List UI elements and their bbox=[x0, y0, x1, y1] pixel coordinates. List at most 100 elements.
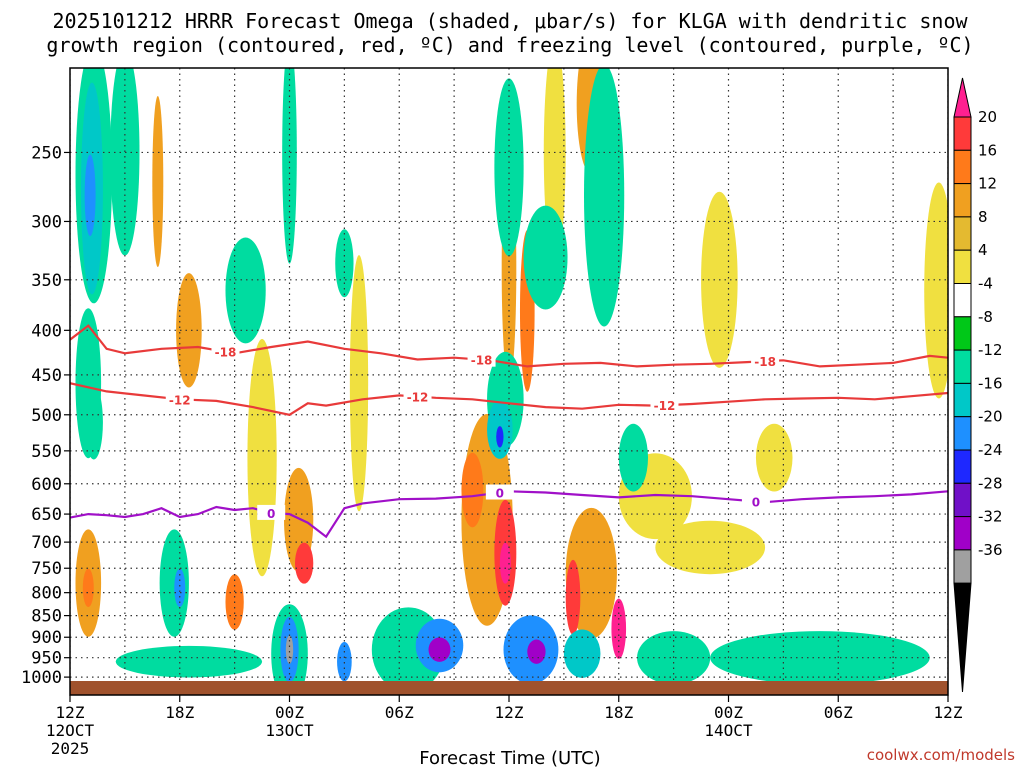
x-tick-year-label: 2025 bbox=[51, 739, 90, 758]
dgz-contour-label-bg bbox=[403, 388, 432, 404]
colorbar-label: 16 bbox=[978, 141, 997, 159]
omega-positive-cell bbox=[294, 542, 314, 584]
omega-negative-cell bbox=[428, 637, 451, 662]
dgz-contour-label-bg bbox=[751, 353, 780, 369]
omega-negative-cell bbox=[84, 385, 103, 460]
y-tick-label: 850 bbox=[31, 607, 62, 627]
freezing-level-contour-label-bg bbox=[485, 484, 514, 500]
colorbar-label: 8 bbox=[978, 208, 988, 226]
chart-title-line1: 2025101212 HRRR Forecast Omega (shaded, … bbox=[52, 9, 968, 33]
colorbar-segment bbox=[953, 416, 972, 451]
colorbar-segment bbox=[953, 149, 972, 185]
omega-positive-cell bbox=[176, 273, 202, 388]
credit-text: coolwx.com/models bbox=[867, 746, 1015, 764]
contour-lines: -18 -18 -18 -12 -12 -12 0 0 0 bbox=[70, 324, 948, 539]
omega-negative-cell bbox=[174, 568, 186, 608]
y-tick-label: 900 bbox=[31, 628, 62, 648]
y-tick-label: 600 bbox=[31, 475, 62, 495]
y-tick-label: 350 bbox=[31, 271, 62, 291]
colorbar-segment bbox=[953, 482, 972, 518]
colorbar-segment bbox=[953, 116, 972, 151]
colorbar-segment bbox=[953, 349, 972, 384]
dgz-contour-label: -12 bbox=[169, 393, 191, 407]
colorbar-label: -28 bbox=[978, 474, 1003, 492]
dgz-contour-label: -18 bbox=[754, 355, 776, 369]
colorbar-segment bbox=[953, 283, 972, 318]
colorbar-label: -36 bbox=[978, 541, 1003, 559]
x-tick-date-label: 12OCT bbox=[46, 721, 95, 740]
dgz-contour-label: -18 bbox=[215, 346, 237, 360]
omega-negative-cell bbox=[84, 154, 96, 237]
grid-lines bbox=[70, 68, 948, 682]
omega-positive-cell bbox=[655, 520, 766, 575]
x-tick-label: 12Z bbox=[934, 703, 963, 722]
colorbar-label: 12 bbox=[978, 175, 997, 193]
omega-negative-cell bbox=[225, 237, 266, 344]
omega-positive-cell bbox=[349, 255, 369, 512]
omega-negative-cell bbox=[584, 68, 625, 327]
y-tick-label: 950 bbox=[31, 649, 62, 669]
colorbar-top-arrow bbox=[953, 77, 972, 118]
omega-positive-cell bbox=[755, 423, 793, 492]
y-tick-label: 400 bbox=[31, 321, 62, 341]
x-tick-label: 12Z bbox=[56, 703, 85, 722]
dgz-contour-label: -12 bbox=[654, 399, 676, 413]
dgz-contour-label-bg bbox=[650, 397, 679, 413]
dgz-contour-label-bg bbox=[467, 351, 496, 367]
colorbar-label: 4 bbox=[978, 241, 988, 259]
y-tick-label: 700 bbox=[31, 533, 62, 553]
y-tick-label: 500 bbox=[31, 406, 62, 426]
colorbar-label: -12 bbox=[978, 341, 1003, 359]
omega-negative-cell bbox=[710, 631, 930, 682]
colorbar-label: 20 bbox=[978, 108, 997, 126]
omega-positive-cell bbox=[611, 598, 627, 659]
colorbar-segment bbox=[953, 183, 972, 218]
omega-negative-cell bbox=[618, 423, 649, 492]
colorbar-segment bbox=[953, 549, 972, 584]
omega-negative-cell bbox=[527, 639, 546, 664]
colorbar-segment bbox=[953, 516, 972, 551]
colorbar-label: -8 bbox=[978, 308, 993, 326]
omega-negative-cell bbox=[337, 641, 352, 682]
colorbar-label: -32 bbox=[978, 508, 1003, 526]
colorbar-segment bbox=[953, 316, 972, 351]
y-axis: 2503003504004505005506006507007508008509… bbox=[21, 143, 70, 688]
omega-positive-cell bbox=[499, 542, 511, 584]
omega-negative-cell bbox=[282, 68, 297, 264]
omega-positive-cell bbox=[924, 182, 948, 399]
freezing-level-contour-label: 0 bbox=[752, 495, 760, 509]
freezing-level-contour-label: 0 bbox=[267, 507, 275, 521]
freezing-level-contour-label-bg bbox=[741, 493, 770, 509]
colorbar-segment bbox=[953, 216, 972, 251]
y-tick-label: 1000 bbox=[21, 668, 62, 688]
x-tick-label: 06Z bbox=[824, 703, 853, 722]
x-tick-label: 18Z bbox=[165, 703, 194, 722]
y-tick-label: 800 bbox=[31, 584, 62, 604]
omega-negative-cell bbox=[285, 635, 294, 664]
y-tick-label: 750 bbox=[31, 559, 62, 579]
freezing-level-contour-label-bg bbox=[257, 504, 286, 520]
dgz-contour-label: -18 bbox=[471, 354, 493, 368]
y-tick-label: 550 bbox=[31, 442, 62, 462]
dgz-contour-label: -12 bbox=[407, 391, 429, 405]
chart-title-line2: growth region (contoured, red, ºC) and f… bbox=[46, 33, 973, 57]
x-tick-label: 00Z bbox=[714, 703, 743, 722]
omega-negative-cell bbox=[496, 426, 504, 448]
omega-positive-cell bbox=[152, 96, 164, 268]
omega-positive-cell bbox=[461, 452, 484, 528]
colorbar-bottom-arrow bbox=[953, 582, 972, 693]
omega-positive-cell bbox=[82, 568, 94, 608]
y-tick-label: 250 bbox=[31, 143, 62, 163]
x-axis-label: Forecast Time (UTC) bbox=[419, 748, 600, 768]
ground-surface-bar bbox=[70, 681, 948, 695]
omega-negative-cell bbox=[563, 629, 601, 678]
colorbar-label: -16 bbox=[978, 374, 1003, 392]
y-tick-label: 300 bbox=[31, 212, 62, 232]
y-tick-label: 650 bbox=[31, 505, 62, 525]
x-tick-date-label: 14OCT bbox=[704, 721, 753, 740]
colorbar-label: -4 bbox=[978, 275, 993, 293]
colorbar-segment bbox=[953, 249, 972, 284]
omega-negative-cell bbox=[523, 205, 568, 310]
colorbar-label: -20 bbox=[978, 408, 1003, 426]
